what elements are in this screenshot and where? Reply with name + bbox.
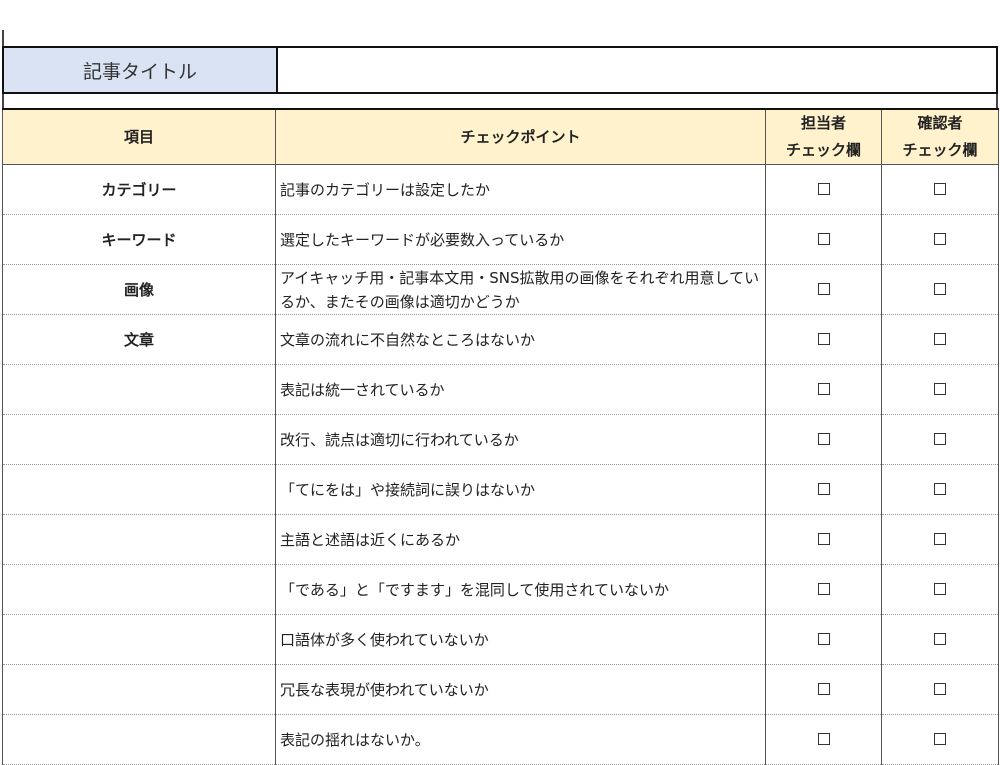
row-checkpoint: 「てにをは」や接続詞に誤りはないか <box>275 464 766 515</box>
reviewer-checkbox-icon[interactable] <box>934 732 946 745</box>
table-row: 「である」と「ですます」を混同して使用されていないか <box>2 564 999 615</box>
table-row: 表記の揺れはないか。 <box>2 714 999 765</box>
reviewer-check-cell <box>881 364 999 415</box>
owner-check-cell <box>765 214 882 265</box>
owner-checkbox-icon[interactable] <box>817 282 830 295</box>
owner-checkbox-icon[interactable] <box>817 532 830 545</box>
border-line <box>2 30 4 46</box>
reviewer-check-cell <box>881 264 999 315</box>
row-checkpoint: 表記は統一されているか <box>275 364 766 415</box>
reviewer-checkbox-icon[interactable] <box>934 282 946 295</box>
row-item <box>2 464 276 515</box>
row-checkpoint: 冗長な表現が使われていないか <box>275 664 766 715</box>
owner-checkbox-icon[interactable] <box>817 632 830 645</box>
row-item <box>2 414 276 465</box>
header-reviewer-check: 確認者 チェック欄 <box>881 108 999 165</box>
row-item: 文章 <box>2 314 276 365</box>
reviewer-checkbox-icon[interactable] <box>934 432 946 445</box>
reviewer-checkbox-icon[interactable] <box>934 682 946 695</box>
reviewer-check-cell <box>881 564 999 615</box>
row-item <box>2 714 276 765</box>
reviewer-check-cell <box>881 714 999 765</box>
table-row: 文章 文章の流れに不自然なところはないか <box>2 314 999 365</box>
table-row: キーワード 選定したキーワードが必要数入っているか <box>2 214 999 265</box>
reviewer-checkbox-icon[interactable] <box>934 332 946 345</box>
table-row: 口語体が多く使われていないか <box>2 614 999 665</box>
article-title-input[interactable] <box>278 48 996 92</box>
reviewer-checkbox-icon[interactable] <box>934 532 946 545</box>
row-checkpoint: 文章の流れに不自然なところはないか <box>275 314 766 365</box>
owner-check-cell <box>765 314 882 365</box>
reviewer-check-cell <box>881 214 999 265</box>
reviewer-checkbox-icon[interactable] <box>934 482 946 495</box>
row-checkpoint: 口語体が多く使われていないか <box>275 614 766 665</box>
row-item <box>2 364 276 415</box>
reviewer-checkbox-icon[interactable] <box>934 182 946 195</box>
owner-checkbox-icon[interactable] <box>817 582 830 595</box>
owner-check-cell <box>765 464 882 515</box>
owner-checkbox-icon[interactable] <box>817 432 830 445</box>
reviewer-checkbox-icon[interactable] <box>934 232 946 245</box>
table-row: 画像 アイキャッチ用・記事本文用・SNS拡散用の画像をそれぞれ用意しているか、ま… <box>2 264 999 315</box>
row-item <box>2 614 276 665</box>
reviewer-check-cell <box>881 164 999 215</box>
row-checkpoint: 改行、読点は適切に行われているか <box>275 414 766 465</box>
owner-checkbox-icon[interactable] <box>817 732 830 745</box>
header-owner-line1: 担当者 <box>800 114 846 132</box>
row-checkpoint: アイキャッチ用・記事本文用・SNS拡散用の画像をそれぞれ用意しているか、またその… <box>275 264 766 315</box>
owner-check-cell <box>765 664 882 715</box>
table-row: 「てにをは」や接続詞に誤りはないか <box>2 464 999 515</box>
owner-check-cell <box>765 564 882 615</box>
reviewer-check-cell <box>881 514 999 565</box>
checklist-table: 項目 チェックポイント 担当者チェック欄 確認者チェック欄 カテゴリー 記事のカ… <box>2 108 999 765</box>
row-checkpoint: 「である」と「ですます」を混同して使用されていないか <box>275 564 766 615</box>
reviewer-check-cell <box>881 314 999 365</box>
owner-checkbox-icon[interactable] <box>817 232 830 245</box>
owner-check-cell <box>765 614 882 665</box>
owner-check-cell <box>765 714 882 765</box>
row-checkpoint: 選定したキーワードが必要数入っているか <box>275 214 766 265</box>
row-item <box>2 514 276 565</box>
reviewer-check-cell <box>881 414 999 465</box>
table-row: 表記は統一されているか <box>2 364 999 415</box>
reviewer-check-cell <box>881 664 999 715</box>
reviewer-checkbox-icon[interactable] <box>934 382 946 395</box>
reviewer-check-cell <box>881 464 999 515</box>
reviewer-checkbox-icon[interactable] <box>934 632 946 645</box>
owner-check-cell <box>765 514 882 565</box>
owner-check-cell <box>765 414 882 465</box>
row-checkpoint: 表記の揺れはないか。 <box>275 714 766 765</box>
row-item <box>2 664 276 715</box>
header-row: 項目 チェックポイント 担当者チェック欄 確認者チェック欄 <box>2 108 999 165</box>
header-owner-check: 担当者 チェック欄 <box>765 108 882 165</box>
owner-check-cell <box>765 164 882 215</box>
table-row: カテゴリー 記事のカテゴリーは設定したか <box>2 164 999 215</box>
row-item <box>2 564 276 615</box>
row-item: カテゴリー <box>2 164 276 215</box>
header-item: 項目 <box>2 108 276 165</box>
header-reviewer-line2: チェック欄 <box>902 141 978 159</box>
spacer-row <box>2 94 998 108</box>
table-row: 冗長な表現が使われていないか <box>2 664 999 715</box>
reviewer-checkbox-icon[interactable] <box>934 582 946 595</box>
owner-checkbox-icon[interactable] <box>817 482 830 495</box>
owner-checkbox-icon[interactable] <box>817 182 830 195</box>
article-title-row: 記事タイトル <box>2 46 998 94</box>
header-checkpoint: チェックポイント <box>275 108 766 165</box>
row-item: 画像 <box>2 264 276 315</box>
owner-checkbox-icon[interactable] <box>817 682 830 695</box>
row-checkpoint: 記事のカテゴリーは設定したか <box>275 164 766 215</box>
row-checkpoint: 主語と述語は近くにあるか <box>275 514 766 565</box>
owner-checkbox-icon[interactable] <box>817 332 830 345</box>
owner-check-cell <box>765 264 882 315</box>
owner-check-cell <box>765 364 882 415</box>
table-row: 改行、読点は適切に行われているか <box>2 414 999 465</box>
header-reviewer-line1: 確認者 <box>917 114 963 132</box>
reviewer-check-cell <box>881 614 999 665</box>
owner-checkbox-icon[interactable] <box>817 382 830 395</box>
table-row: 主語と述語は近くにあるか <box>2 514 999 565</box>
header-owner-line2: チェック欄 <box>785 141 861 159</box>
article-title-label: 記事タイトル <box>4 48 278 92</box>
row-item: キーワード <box>2 214 276 265</box>
